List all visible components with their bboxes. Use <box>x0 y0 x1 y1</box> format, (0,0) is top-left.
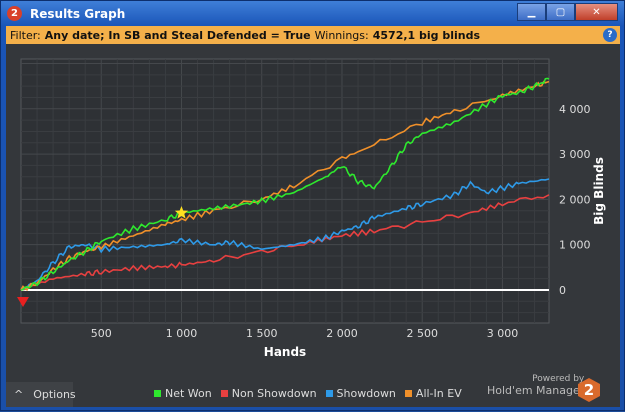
options-button[interactable]: ^ Options <box>6 382 76 407</box>
legend-swatch <box>220 390 228 397</box>
x-tick-label: 1 500 <box>246 327 278 340</box>
legend: Net Won Non Showdown Showdown All-In EV <box>154 387 462 400</box>
y-axis-label: Big Blinds <box>592 157 606 225</box>
legend-item[interactable]: Net Won <box>154 387 212 400</box>
x-tick-label: 2 000 <box>326 327 358 340</box>
filter-value: Any date; In SB and Steal Defended = Tru… <box>44 28 311 42</box>
y-tick-label: 3 000 <box>559 148 591 161</box>
powered-by: Powered by Hold'em Manager <box>487 374 584 397</box>
legend-label: Net Won <box>165 387 212 400</box>
window-title: Results Graph <box>30 6 126 21</box>
legend-label: Showdown <box>336 387 396 400</box>
help-icon[interactable]: ? <box>603 28 617 42</box>
x-tick-label: 2 500 <box>406 327 438 340</box>
x-tick-label: 500 <box>91 327 112 340</box>
star-marker <box>174 206 189 219</box>
legend-item[interactable]: All-In EV <box>404 387 462 400</box>
legend-item[interactable]: Non Showdown <box>220 387 317 400</box>
x-tick-label: 3 000 <box>487 327 519 340</box>
powered-by-text: Powered by <box>532 374 585 384</box>
y-tick-label: 1 000 <box>559 239 591 252</box>
brand-name: Hold'em Manager <box>487 384 585 397</box>
series-line-net-won <box>20 77 550 291</box>
legend-label: All-In EV <box>415 387 462 400</box>
x-axis-label: Hands <box>264 345 306 359</box>
y-tick-label: 2 000 <box>559 193 591 206</box>
legend-label: Non Showdown <box>231 387 317 400</box>
triangle-marker <box>17 297 29 307</box>
close-button[interactable]: ✕ <box>575 3 618 21</box>
winnings-label: Winnings: <box>314 28 369 42</box>
y-tick-label: 0 <box>559 284 566 297</box>
filter-label: Filter: <box>10 28 41 42</box>
options-label: Options <box>33 388 76 401</box>
minimize-button[interactable]: ▁ <box>517 3 546 21</box>
legend-swatch <box>154 390 161 397</box>
legend-item[interactable]: Showdown <box>325 387 396 400</box>
hm2-logo-icon: 2 <box>7 6 22 21</box>
legend-swatch <box>325 390 333 397</box>
maximize-button[interactable]: ▢ <box>546 3 575 21</box>
winnings-value: 4572,1 big blinds <box>372 28 481 42</box>
x-tick-label: 1 000 <box>166 327 198 340</box>
hm2-logo-icon: 2 <box>578 378 600 402</box>
y-tick-label: 4 000 <box>559 103 591 116</box>
filter-bar: Filter: Any date; In SB and Steal Defend… <box>6 26 620 44</box>
chevron-up-icon: ^ <box>14 388 24 401</box>
series-line-showdown <box>20 178 550 291</box>
legend-swatch <box>404 390 412 397</box>
title-bar[interactable]: 2 Results Graph ▁ ▢ ✕ <box>1 1 624 26</box>
series-line-non-showdown <box>20 194 550 291</box>
